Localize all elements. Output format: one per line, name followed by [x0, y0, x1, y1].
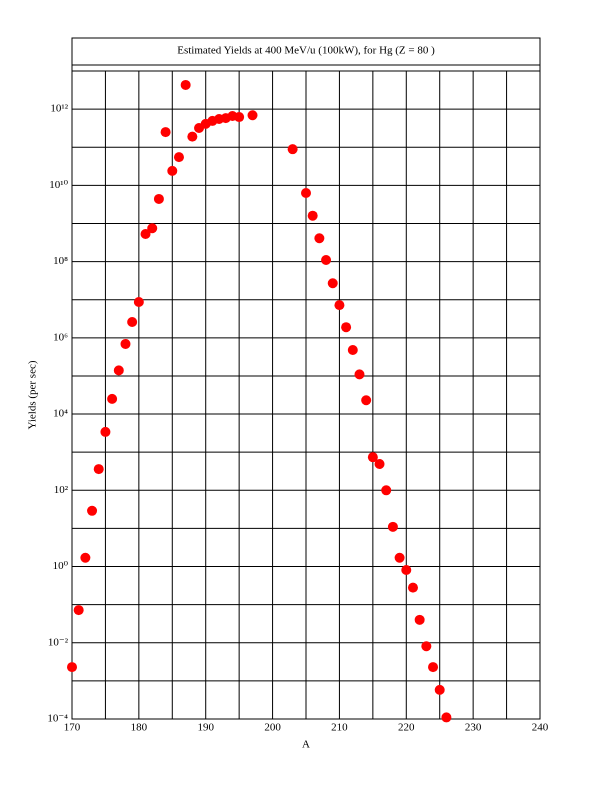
data-point: [374, 458, 385, 469]
data-point: [367, 452, 378, 463]
y-tick-label: 10²: [54, 484, 69, 496]
data-point: [93, 464, 104, 475]
data-point: [287, 144, 298, 155]
y-tick-label: 10⁰: [53, 560, 69, 572]
data-point: [341, 322, 352, 333]
x-tick-label: 230: [465, 722, 482, 734]
y-tick-label: 10⁸: [53, 255, 68, 267]
x-tick-label: 240: [532, 722, 549, 734]
x-tick-label: 200: [264, 722, 281, 734]
x-tick-label: 210: [331, 722, 348, 734]
x-tick-label: 180: [131, 722, 148, 734]
data-point: [334, 300, 345, 311]
y-tick-label: 10⁶: [53, 331, 68, 343]
x-axis-label: A: [302, 739, 310, 751]
data-point: [321, 255, 332, 266]
data-point: [127, 317, 138, 328]
data-point: [327, 278, 338, 289]
data-point: [234, 112, 245, 123]
data-point: [107, 393, 118, 404]
data-point: [347, 344, 358, 355]
data-point: [361, 395, 372, 406]
data-point: [354, 369, 365, 380]
data-point: [414, 614, 425, 625]
data-point: [421, 641, 432, 652]
data-point: [160, 127, 171, 138]
data-point: [167, 165, 178, 176]
data-point: [247, 110, 258, 121]
data-point: [401, 565, 412, 576]
y-tick-label: 10⁻²: [48, 636, 69, 648]
y-tick-label: 10¹⁰: [49, 179, 68, 191]
data-point: [153, 193, 164, 204]
data-point: [394, 552, 405, 563]
data-point: [73, 605, 84, 616]
data-point: [441, 712, 452, 723]
data-point: [381, 485, 392, 496]
data-point: [428, 662, 439, 673]
y-tick-label: 10⁴: [53, 408, 68, 420]
data-point: [301, 188, 311, 199]
data-point: [180, 79, 191, 90]
data-point: [307, 210, 318, 221]
y-axis-label: Yields (per sec): [27, 360, 39, 429]
y-tick-label: 10⁻⁴: [47, 713, 68, 725]
x-tick-label: 170: [64, 722, 81, 734]
data-point: [133, 297, 144, 308]
data-point: [314, 233, 325, 244]
data-point: [173, 152, 184, 163]
data-point: [187, 131, 198, 142]
data-point: [113, 365, 124, 376]
x-tick-label: 220: [398, 722, 415, 734]
x-tick-label: 190: [197, 722, 214, 734]
data-point: [87, 505, 98, 516]
data-point: [80, 552, 91, 563]
data-point: [100, 426, 111, 437]
data-point: [67, 662, 77, 673]
data-point: [387, 521, 398, 532]
data-point: [140, 228, 151, 239]
data-point: [434, 684, 445, 695]
y-tick-label: 10¹²: [50, 103, 68, 115]
data-point: [120, 338, 131, 349]
data-point: [407, 582, 418, 593]
data-point: [147, 223, 158, 234]
chart-title: Estimated Yields at 400 MeV/u (100kW), f…: [177, 45, 435, 57]
